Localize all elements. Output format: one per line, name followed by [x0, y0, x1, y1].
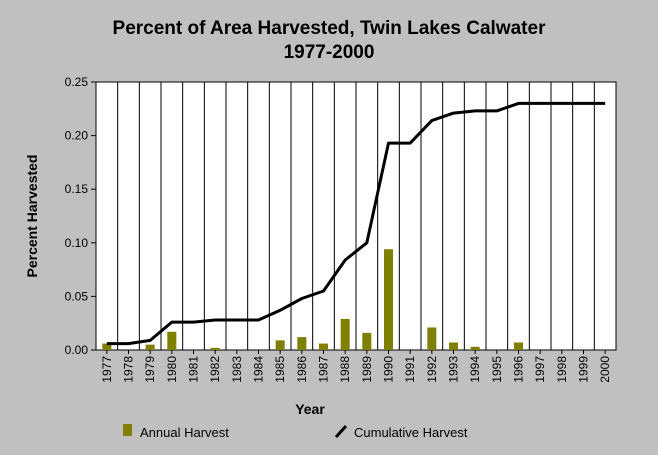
x-tick-label: 1996	[512, 356, 526, 383]
annual-harvest-bar	[275, 340, 285, 350]
legend-swatch-annual	[123, 424, 132, 436]
y-axis-label: Percent Harvested	[24, 155, 40, 278]
x-tick-label: 1994	[468, 356, 482, 383]
x-tick-label: 1992	[425, 356, 439, 383]
annual-harvest-bar	[167, 331, 177, 350]
legend: Annual Harvest Cumulative Harvest	[123, 424, 468, 440]
y-tick-label: 0.05	[65, 289, 89, 303]
y-tick-label: 0.20	[65, 129, 89, 143]
x-tick-label: 1993	[447, 356, 461, 383]
x-tick-label: 1978	[122, 356, 136, 383]
chart-subtitle: 1977-2000	[284, 42, 375, 63]
annual-harvest-bar	[514, 342, 523, 350]
annual-harvest-bar	[297, 337, 307, 350]
legend-swatch-cumulative	[334, 424, 348, 439]
x-tick-label: 1980	[165, 356, 179, 383]
y-tick-label: 0.00	[65, 343, 89, 357]
legend-label-cumulative: Cumulative Harvest	[354, 425, 468, 440]
annual-harvest-bar	[384, 249, 393, 350]
annual-harvest-bars	[102, 249, 523, 350]
x-axis: 1977 1978 1979 1980 1981 1982 1983 1984 1985 1986…	[100, 350, 612, 383]
annual-harvest-bar	[362, 332, 372, 350]
x-tick-label: 1984	[252, 356, 266, 383]
x-tick-label: 1985	[273, 356, 287, 383]
annual-harvest-bar	[145, 344, 155, 350]
x-tick-label: 1987	[317, 356, 331, 383]
x-tick-label: 1979	[143, 356, 157, 383]
y-axis: 0.00 0.05 0.10 0.15 0.20 0.25	[65, 75, 96, 357]
annual-harvest-bar	[319, 343, 328, 350]
legend-label-annual: Annual Harvest	[140, 425, 229, 440]
annual-harvest-bar	[449, 342, 458, 350]
annual-harvest-bar	[470, 346, 480, 350]
y-tick-label: 0.25	[65, 75, 89, 89]
y-tick-label: 0.15	[65, 182, 89, 196]
gridlines	[117, 82, 595, 350]
x-tick-label: 2000	[598, 356, 612, 383]
annual-harvest-bar	[427, 327, 437, 350]
x-tick-label: 1986	[295, 356, 309, 383]
x-tick-label: 1991	[403, 356, 417, 383]
x-axis-label: Year	[295, 401, 325, 417]
x-tick-label: 1999	[577, 356, 591, 383]
x-tick-label: 1988	[338, 356, 352, 383]
chart-title: Percent of Area Harvested, Twin Lakes Ca…	[113, 18, 547, 39]
annual-harvest-bar	[210, 347, 220, 350]
cumulative-harvest-line	[106, 101, 606, 346]
x-tick-label: 1983	[230, 356, 244, 383]
x-tick-label: 1990	[382, 356, 396, 383]
x-tick-label: 1982	[208, 356, 222, 383]
x-tick-label: 1977	[100, 356, 114, 383]
annual-harvest-bar	[102, 343, 112, 350]
x-tick-label: 1995	[490, 356, 504, 383]
annual-harvest-bar	[340, 318, 350, 350]
x-tick-label: 1989	[360, 356, 374, 383]
x-tick-label: 1998	[555, 356, 569, 383]
x-tick-label: 1981	[187, 356, 201, 383]
y-tick-label: 0.10	[65, 236, 89, 250]
x-tick-label: 1997	[533, 356, 547, 383]
